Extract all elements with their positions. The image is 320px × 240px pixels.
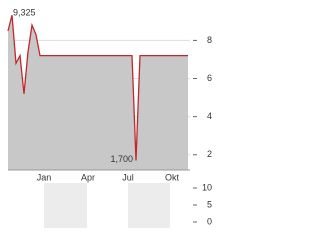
x-tick-label: Okt	[165, 172, 180, 182]
quarter-band	[128, 183, 170, 228]
x-tick-label: Jul	[122, 172, 134, 182]
y-tick-label: 4	[207, 111, 212, 121]
volume-tick-label: 5	[207, 199, 212, 209]
annotation: 9,325	[13, 8, 36, 18]
quarter-band	[44, 183, 87, 228]
line	[7, 14, 188, 161]
area	[8, 15, 188, 170]
volume-tick-label: 10	[202, 182, 212, 192]
y-tick-label: 6	[207, 73, 212, 83]
y-tick-label: 8	[207, 35, 212, 45]
volume-tick-label: 0	[207, 216, 212, 226]
y-tick-label: 2	[207, 149, 212, 159]
chart: 2 4 6 8 Jan Apr Jul Okt 9,325 1,700 0 5 10	[7, 8, 212, 228]
annotation: 1,700	[110, 154, 133, 164]
x-tick-label: Jan	[37, 172, 52, 182]
x-tick-label: Apr	[81, 172, 95, 182]
